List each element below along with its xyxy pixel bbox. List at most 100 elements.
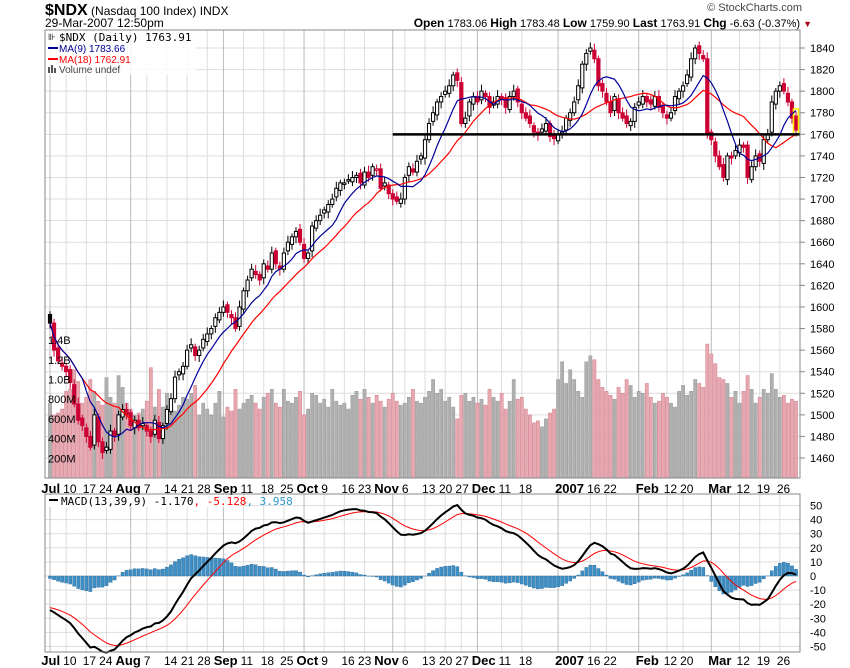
candle-body [459, 82, 464, 125]
macd-histogram-bar [576, 574, 581, 577]
volume-bar [358, 398, 363, 479]
volume-bar [620, 393, 625, 479]
macd-legend: MACD(13,39,9) -1.170, -5.128, 3.958 [46, 495, 293, 508]
volume-bar [580, 396, 585, 479]
candle-body [523, 112, 528, 119]
volume-bar [737, 402, 742, 479]
candle-body [785, 92, 791, 103]
macd-histogram-bar [48, 575, 52, 579]
candle-body [443, 90, 448, 95]
candle-body [519, 103, 524, 114]
price-tick-label: 1720 [810, 172, 834, 184]
candle-body [84, 427, 89, 437]
candle-body [761, 139, 766, 164]
time-tick-label: Jul [41, 653, 60, 668]
candle-body [402, 176, 407, 200]
volume-bar [302, 414, 306, 479]
macd-histogram-bar [507, 575, 512, 584]
candle-body [543, 123, 549, 132]
time-tick-label: 17 [83, 482, 97, 496]
macd-histogram-bar [548, 575, 552, 588]
datetime: 29-Mar-2007 12:50pm [45, 16, 164, 30]
time-tick-label: 26 [777, 654, 791, 668]
last-label: Last [632, 16, 658, 30]
macd-histogram-bar [451, 565, 456, 577]
volume-bar [455, 418, 460, 479]
candle-body [676, 90, 682, 100]
candle-body [281, 252, 286, 270]
candle-body [394, 196, 399, 202]
macd-histogram-bar [386, 575, 391, 584]
macd-tick-label: 20 [810, 543, 822, 555]
volume-bar [596, 379, 601, 479]
candle-body [108, 430, 113, 450]
volume-bar [701, 387, 706, 479]
volume-bar [652, 402, 657, 479]
macd-histogram-bar [298, 571, 302, 577]
time-tick-label: Jul [41, 481, 60, 496]
price-legend: ⊪ $NDX (Daily) 1763.91 MA(9) 1783.66 MA(… [46, 31, 196, 76]
candle-body [261, 263, 266, 279]
volume-bar [761, 389, 766, 479]
candle-body [47, 314, 53, 324]
volume-tick-label: 600M [48, 414, 76, 426]
macd-histogram-bar [790, 565, 794, 577]
macd-histogram-bar [209, 557, 214, 577]
price-panel-frame [44, 29, 801, 479]
moving-averages [49, 74, 800, 438]
candle-body [318, 214, 323, 222]
macd-histogram-bar [390, 575, 395, 586]
macd-histogram-bar [427, 572, 431, 577]
time-tick-label: 21 [181, 482, 195, 496]
candle-body [414, 160, 420, 173]
volume-bar [374, 395, 379, 479]
volume-bar [499, 393, 504, 479]
candle-body [338, 182, 343, 191]
macd-histogram-bar [447, 565, 452, 577]
candle-body [455, 72, 460, 81]
macd-histogram-bar [596, 568, 601, 577]
macd-histogram-bar [342, 571, 347, 577]
candle-body [680, 85, 686, 92]
macd-histogram-bar [592, 565, 597, 577]
macd-histogram-bar [108, 575, 113, 583]
legend-ma18: MA(18) 1762.91 [59, 55, 131, 66]
time-tick-label: 2007 [555, 481, 584, 496]
volume-tick-label: 400M [48, 434, 76, 446]
volume-bar [402, 402, 407, 479]
time-tick-label: Oct [297, 653, 319, 668]
candle-body [572, 101, 577, 114]
macd-histogram-bar [624, 575, 629, 585]
candle-body [100, 441, 105, 454]
chg-value: -6.63 (-0.37%) [729, 18, 801, 30]
volume-bar [725, 383, 730, 479]
time-tick-label: 18 [261, 654, 275, 668]
macd-histogram-bar [524, 575, 528, 586]
candle-body [354, 174, 359, 178]
price-tick-label: 1780 [810, 108, 834, 120]
volume-bar [769, 373, 774, 479]
volume-bar [592, 359, 597, 479]
macd-histogram-bar [92, 575, 97, 589]
volume-bar [326, 406, 331, 479]
macd-histogram-bar [568, 575, 572, 582]
macd-histogram-bar [225, 560, 230, 577]
volume-bar [665, 396, 669, 479]
candle-body [636, 101, 641, 106]
volume-bar [644, 383, 649, 479]
open-value: 1783.06 [447, 18, 488, 30]
macd-histogram-bar [318, 573, 322, 577]
price-tick-label: 1520 [810, 388, 834, 400]
candle-body [72, 384, 77, 405]
volume-bar [527, 414, 532, 479]
volume-bar [487, 389, 492, 479]
candle-body [620, 112, 625, 119]
price-tick-label: 1820 [810, 65, 834, 77]
candle-body [330, 198, 335, 205]
candle-body [604, 92, 609, 103]
volume-bar [519, 396, 524, 479]
macd-histogram-bar [88, 575, 93, 592]
candle-body [648, 99, 653, 105]
volume-bar [290, 402, 294, 479]
time-tick-label: 13 [422, 654, 436, 668]
